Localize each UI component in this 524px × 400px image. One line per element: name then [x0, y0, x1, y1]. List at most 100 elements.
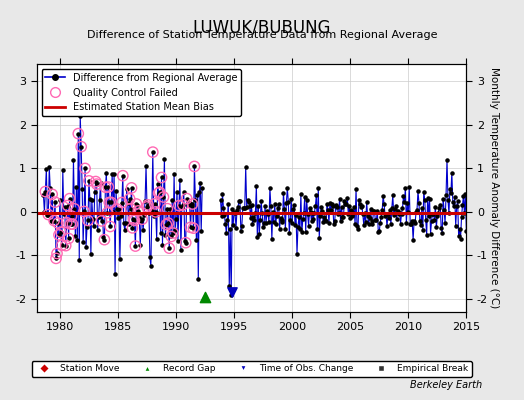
Point: [157, 174, 166, 181]
Point: [244, 197, 252, 204]
Point: [134, 208, 143, 214]
Point: [385, 214, 393, 221]
Point: [195, 189, 203, 196]
Point: [165, 245, 173, 251]
Point: [93, 227, 102, 234]
Point: [86, 251, 95, 258]
Point: [370, 208, 379, 214]
Point: [294, 223, 302, 230]
Point: [49, 217, 57, 224]
Point: [150, 201, 159, 207]
Point: [121, 227, 129, 234]
Point: [301, 228, 310, 235]
Point: [69, 157, 78, 163]
Point: [317, 204, 325, 210]
Point: [454, 232, 463, 239]
Point: [412, 209, 420, 216]
Point: [100, 236, 108, 243]
Point: [80, 208, 88, 215]
Point: [104, 184, 113, 190]
Point: [101, 184, 110, 190]
Point: [352, 186, 360, 192]
Point: [90, 223, 98, 229]
Point: [322, 218, 330, 224]
Point: [321, 217, 329, 223]
Point: [86, 196, 94, 203]
Point: [88, 197, 96, 203]
Point: [456, 236, 465, 242]
Point: [123, 186, 131, 192]
Point: [124, 200, 132, 206]
Point: [46, 185, 54, 192]
Point: [238, 205, 247, 211]
Point: [50, 218, 58, 224]
Point: [455, 225, 464, 232]
Point: [129, 216, 138, 222]
Point: [158, 242, 167, 248]
Point: [91, 189, 99, 196]
Point: [54, 220, 62, 226]
Point: [124, 220, 133, 227]
Point: [105, 199, 114, 206]
Point: [441, 220, 449, 226]
Point: [118, 172, 127, 179]
Point: [125, 196, 134, 202]
Point: [51, 199, 59, 205]
Point: [384, 211, 392, 218]
Point: [70, 206, 79, 212]
Point: [142, 163, 150, 169]
Point: [358, 211, 367, 218]
Point: [197, 228, 205, 234]
Point: [406, 221, 414, 227]
Point: [303, 211, 312, 217]
Point: [66, 196, 74, 202]
Point: [187, 202, 195, 209]
Point: [201, 294, 209, 300]
Point: [451, 194, 459, 201]
Point: [125, 196, 134, 202]
Point: [194, 276, 202, 282]
Point: [427, 230, 435, 237]
Point: [149, 149, 157, 155]
Point: [54, 232, 63, 238]
Point: [57, 229, 65, 235]
Point: [48, 191, 57, 198]
Point: [103, 210, 112, 216]
Point: [70, 206, 79, 212]
Point: [143, 204, 151, 210]
Point: [243, 204, 251, 210]
Point: [354, 226, 362, 232]
Point: [81, 165, 89, 172]
Point: [45, 164, 53, 170]
Point: [272, 212, 281, 219]
Point: [242, 164, 250, 170]
Point: [176, 176, 184, 183]
Point: [64, 235, 73, 242]
Point: [382, 211, 390, 218]
Point: [169, 230, 177, 236]
Point: [85, 178, 93, 184]
Point: [260, 220, 268, 226]
Point: [115, 206, 123, 212]
Point: [76, 113, 84, 120]
Point: [446, 186, 454, 192]
Point: [424, 212, 433, 219]
Point: [77, 144, 85, 150]
Point: [241, 205, 249, 211]
Point: [135, 214, 144, 220]
Point: [185, 200, 194, 206]
Point: [364, 221, 373, 227]
Point: [167, 233, 176, 240]
Point: [344, 211, 353, 217]
Point: [264, 210, 272, 217]
Point: [440, 207, 449, 213]
Point: [378, 207, 386, 214]
Point: [128, 225, 137, 231]
Point: [396, 220, 405, 227]
Point: [113, 206, 121, 212]
Point: [431, 203, 440, 210]
Point: [311, 203, 320, 209]
Point: [395, 211, 403, 217]
Point: [191, 196, 200, 203]
Point: [162, 222, 170, 228]
